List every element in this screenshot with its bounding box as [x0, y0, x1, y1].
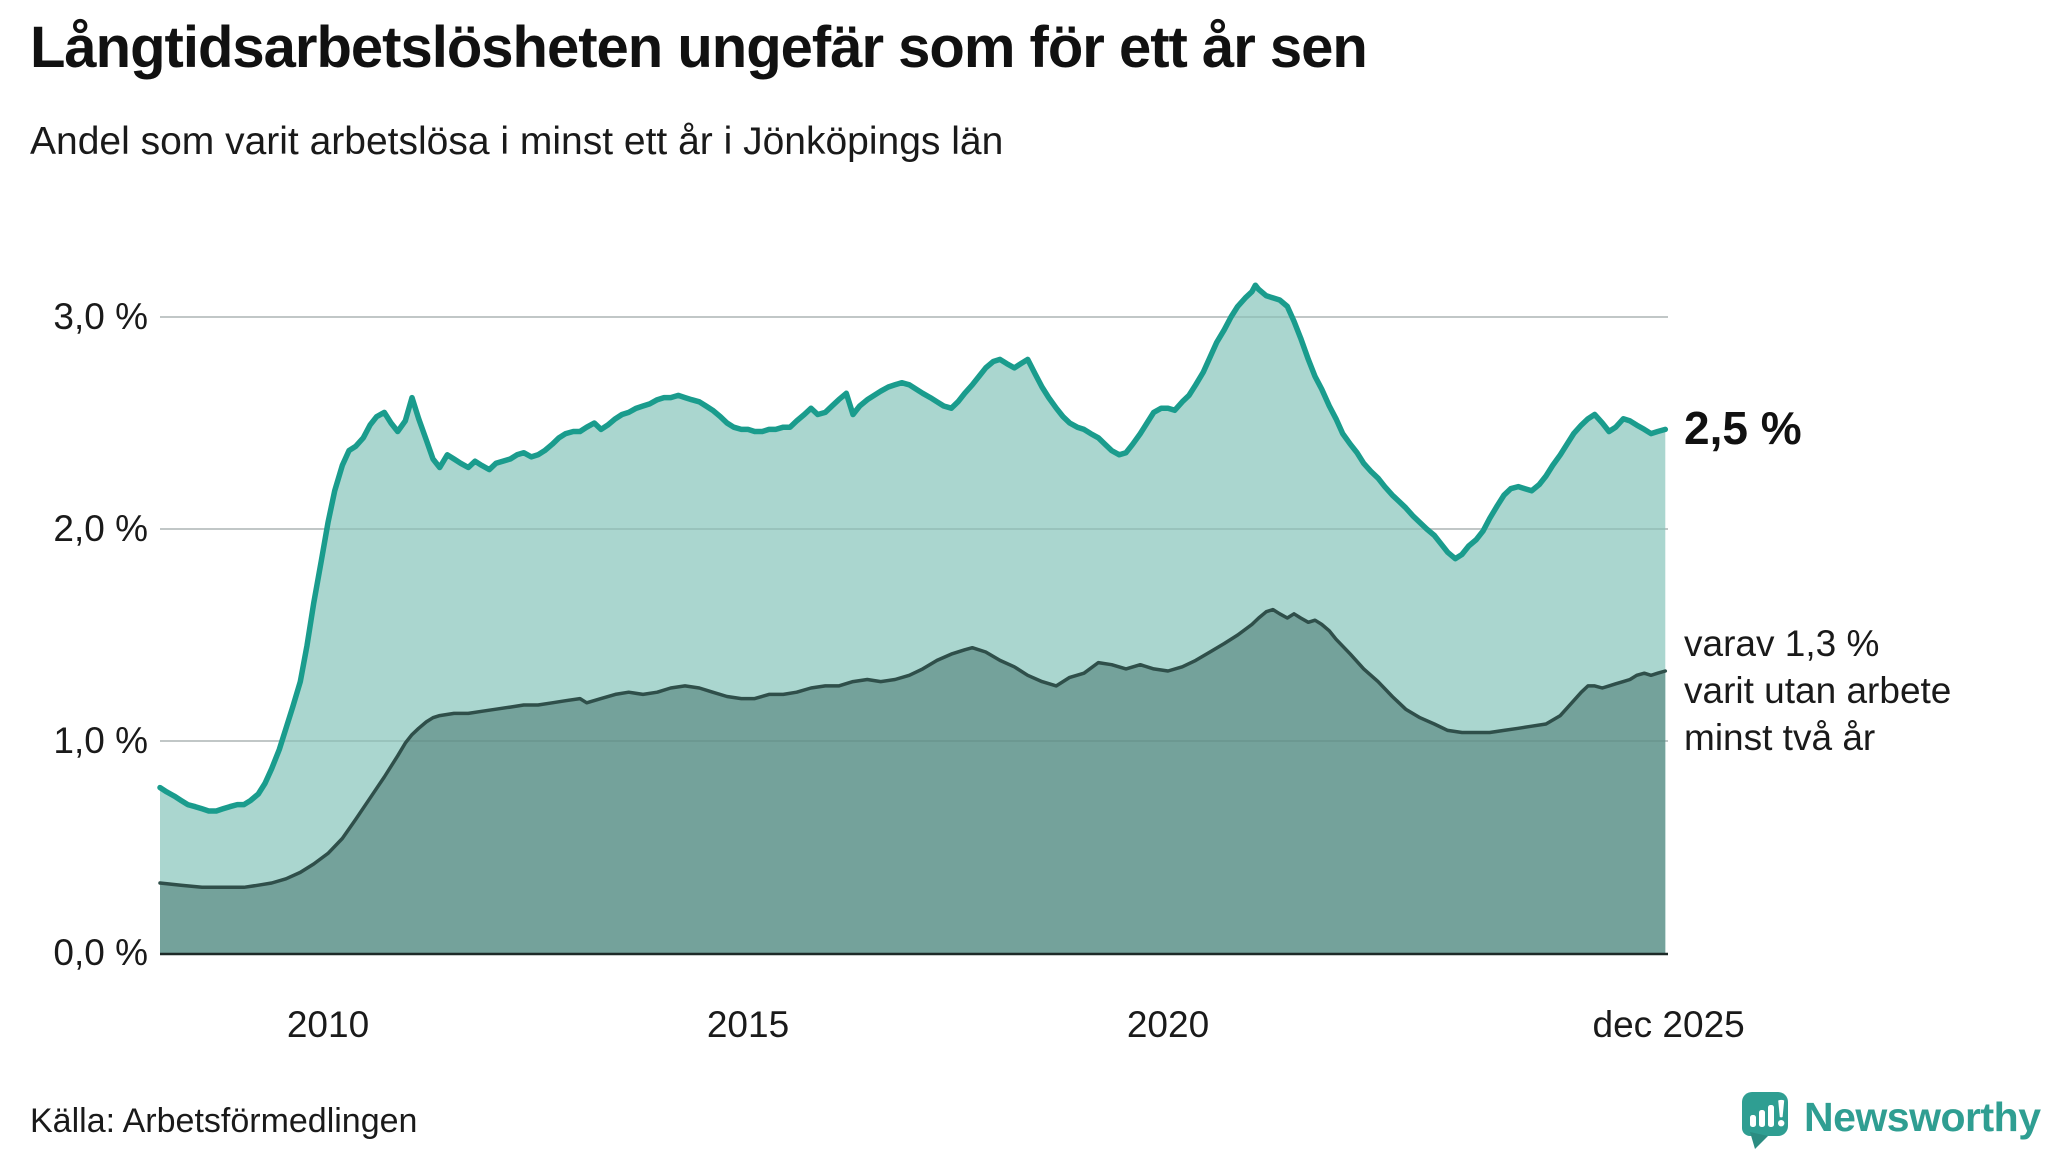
- y-axis-tick-label: 1,0 %: [53, 720, 148, 761]
- series-1-year-line: [157, 282, 1669, 814]
- x-axis-tick-label: 2015: [706, 1004, 790, 1045]
- secondary-annotation-line-2: varit utan arbete: [1684, 670, 1952, 711]
- y-axis-tick-label: 3,0 %: [53, 296, 148, 337]
- secondary-annotation-line-1: varav 1,3 %: [1684, 623, 1880, 664]
- page-title: Långtidsarbetslösheten ungefär som för e…: [30, 15, 1368, 80]
- page-subtitle: Andel som varit arbetslösa i minst ett å…: [30, 120, 1004, 163]
- x-axis-tick-label: 2020: [1126, 1004, 1210, 1045]
- newsworthy-logo: Newsworthy: [1742, 1092, 2041, 1152]
- secondary-annotation-line-3: minst två år: [1684, 717, 1876, 758]
- source-text: Källa: Arbetsförmedlingen: [30, 1102, 418, 1140]
- x-axis-tick-label: dec 2025: [1592, 1004, 1745, 1045]
- newsworthy-logo-icon: [1742, 1092, 1788, 1149]
- series-2-year-line: [158, 607, 1668, 890]
- series-2-year-area: [160, 609, 1666, 953]
- y-axis-tick-label: 2,0 %: [53, 508, 148, 549]
- x-axis-tick-label: 2010: [286, 1004, 370, 1045]
- y-axis-tick-label: 0,0 %: [53, 932, 148, 973]
- latest-value-label: 2,5 %: [1684, 402, 1802, 454]
- newsworthy-logo-text: Newsworthy: [1804, 1094, 2041, 1140]
- secondary-series-annotation: varav 1,3 % varit utan arbete minst två …: [1684, 620, 1951, 761]
